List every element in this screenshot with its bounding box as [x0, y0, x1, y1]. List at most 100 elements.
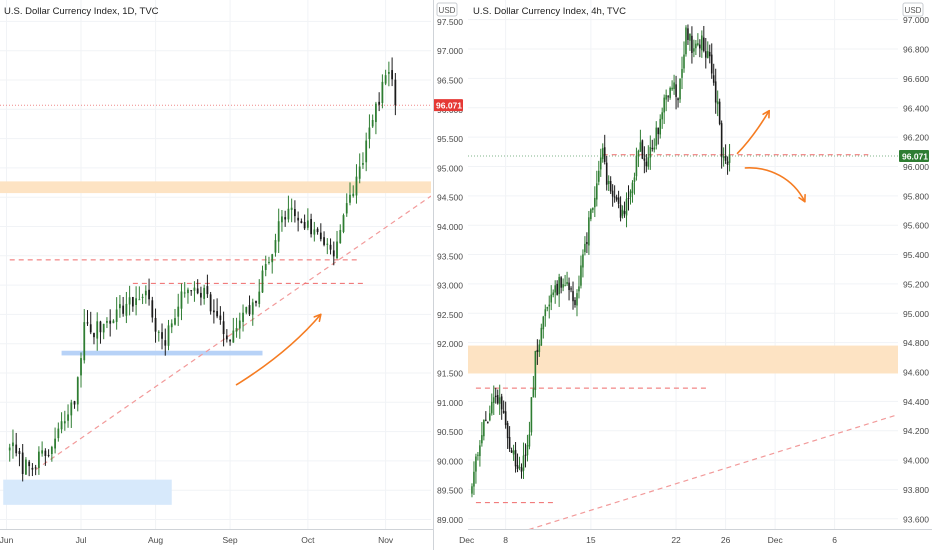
blue-zone[interactable]	[61, 350, 263, 356]
candle	[488, 405, 491, 422]
candle	[119, 295, 121, 318]
candle	[161, 323, 163, 350]
price-axis[interactable]: 93.600 93.800 94.000 94.200 94.400 94.600 94.8…	[903, 15, 929, 524]
candle	[154, 308, 157, 343]
y-tick-label: 95.800	[903, 191, 929, 201]
candle	[274, 233, 277, 257]
candle	[8, 443, 11, 462]
candle	[540, 323, 543, 346]
candle	[687, 24, 689, 45]
candle	[481, 422, 483, 447]
candle	[657, 127, 660, 145]
candle	[487, 421, 489, 424]
projection-arrow-down[interactable]	[744, 167, 806, 203]
h4-chart-pane[interactable]: 93.600 93.800 94.000 94.200 94.400 94.600 94.8…	[468, 0, 932, 545]
candle	[562, 278, 564, 292]
candle	[300, 218, 303, 224]
candle	[530, 397, 533, 436]
candle	[542, 315, 545, 339]
candle	[601, 143, 604, 163]
candle	[281, 210, 283, 232]
trendline[interactable]	[512, 413, 898, 535]
candle	[564, 274, 566, 287]
candle	[718, 98, 721, 126]
candle	[193, 281, 196, 302]
candle	[532, 375, 535, 398]
candle	[500, 393, 503, 420]
lightblue-zone[interactable]	[3, 479, 172, 505]
candle	[157, 330, 160, 342]
candle	[190, 290, 193, 296]
candle	[471, 483, 473, 498]
candle	[649, 135, 652, 170]
chart-title: U.S. Dollar Currency Index, 4h, TVC	[473, 6, 626, 17]
candle	[712, 63, 715, 86]
candle	[319, 223, 322, 242]
candle	[570, 286, 572, 293]
candle	[349, 182, 351, 206]
plot-area[interactable]	[0, 0, 467, 529]
plot-area[interactable]	[468, 0, 898, 535]
candle	[67, 404, 69, 428]
candle	[534, 350, 537, 398]
y-tick-label: 96.200	[903, 133, 929, 143]
y-tick-label: 91.000	[437, 398, 463, 408]
candle	[358, 153, 361, 184]
y-tick-label: 95.000	[437, 163, 463, 173]
trendline[interactable]	[35, 195, 431, 471]
candle	[582, 249, 584, 278]
y-tick-label: 92.000	[437, 339, 463, 349]
candle	[131, 296, 134, 312]
price-axis[interactable]: 89.000 89.500 90.000 90.500 91.000 91.500 92.0…	[437, 17, 463, 525]
candle	[673, 74, 675, 95]
candle	[645, 154, 648, 173]
currency-badge[interactable]: USD	[902, 2, 924, 17]
candle	[242, 304, 244, 332]
supply-zone[interactable]	[468, 345, 898, 374]
candle	[41, 441, 44, 457]
candle	[174, 308, 176, 326]
candle	[368, 114, 371, 149]
candle	[611, 184, 614, 207]
candle	[514, 442, 517, 473]
projection-arrow-up[interactable]	[235, 313, 322, 386]
y-tick-label: 95.600	[903, 221, 929, 231]
candle	[479, 440, 481, 467]
projection-arrow-up[interactable]	[736, 109, 770, 155]
candle	[586, 232, 588, 254]
candle	[706, 41, 709, 59]
x-tick-label: Dec	[459, 535, 475, 545]
candle	[695, 40, 697, 56]
candle	[329, 238, 332, 255]
y-tick-label: 92.500	[437, 310, 463, 320]
candle	[546, 306, 549, 312]
y-tick-label: 94.500	[437, 193, 463, 203]
candle	[144, 285, 147, 304]
candle	[516, 453, 519, 473]
time-axis[interactable]: Jun Jul Aug Sep Oct Nov Dec	[0, 535, 475, 545]
supply-zone[interactable]	[0, 181, 431, 194]
candle	[245, 306, 248, 315]
candle	[342, 213, 345, 234]
candle	[28, 459, 31, 477]
candle	[633, 172, 636, 195]
candle	[203, 284, 206, 305]
candle	[504, 401, 507, 429]
candle	[627, 185, 630, 211]
currency-badge[interactable]: USD	[436, 2, 458, 17]
candle	[520, 463, 523, 479]
candle	[12, 429, 14, 459]
candle	[508, 426, 511, 452]
candle	[594, 186, 596, 218]
candle	[592, 207, 594, 213]
time-axis[interactable]: 8 15 22 26 Dec 6	[503, 535, 837, 545]
x-tick-label: 8	[503, 535, 508, 545]
candle	[714, 68, 717, 114]
candle	[596, 170, 598, 207]
candle	[607, 175, 610, 191]
daily-chart-pane[interactable]: 89.000 89.500 90.000 90.500 91.000 91.500 92.0…	[0, 0, 475, 545]
candle	[355, 164, 358, 204]
y-tick-label: 96.500	[437, 76, 463, 86]
candle	[609, 176, 612, 194]
candle	[109, 309, 112, 337]
